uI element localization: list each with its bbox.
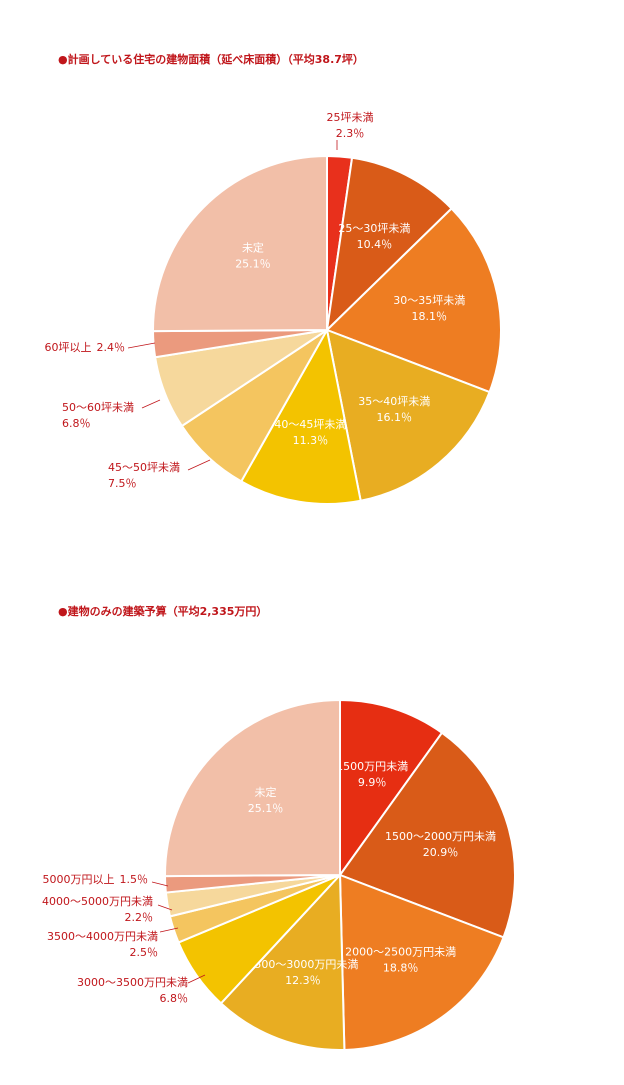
value-label: 11.3％ [293, 434, 329, 447]
value-label: 6.8％ [160, 992, 189, 1005]
category-label: 1500万円未満 [336, 760, 408, 773]
category-label: 3000〜3500万円未満 [77, 976, 188, 989]
category-label: 1500〜2000万円未満 [385, 830, 496, 843]
category-label: 45〜50坪未満 [108, 461, 180, 474]
value-label: 10.4％ [357, 238, 393, 251]
leader-line [159, 927, 179, 933]
leader-line [187, 974, 206, 984]
pie-slice [325, 328, 491, 502]
category-label: 2500〜3000万円未満 [247, 958, 358, 971]
category-label: 25〜30坪未満 [338, 222, 410, 235]
chart-title: ●計画している住宅の建物面積（延べ床面積）（平均38.7坪） [58, 52, 364, 66]
value-label: 2.2％ [125, 911, 154, 924]
value-label: 2.3％ [336, 127, 365, 140]
value-label: 6.8％ [62, 417, 91, 430]
leader-line [151, 881, 169, 887]
pie-slice [338, 731, 516, 939]
value-label: 2.5％ [130, 946, 159, 959]
value-label: 7.5％ [108, 477, 137, 490]
category-label: 60坪以上 [45, 341, 92, 354]
pie-slice [164, 698, 341, 878]
value-label: 16.1％ [377, 411, 413, 424]
category-label: 50〜60坪未満 [62, 401, 134, 414]
slice-label: 60坪以上 2.4％ [45, 341, 126, 354]
chart-title: ●建物のみの建築予算（平均2,335万円） [58, 604, 267, 618]
value-label: 25.1％ [248, 802, 284, 815]
pie-slice [239, 327, 362, 505]
value-label: 2.4％ [97, 341, 126, 354]
pie-slice [325, 156, 453, 333]
value-label: 18.1％ [411, 310, 447, 323]
value-label: 1.5％ [120, 873, 149, 886]
category-label: 30〜35坪未満 [393, 294, 465, 307]
category-label: 2000〜2500万円未満 [345, 946, 456, 959]
pie-slice [219, 872, 346, 1051]
slice-label: 5000万円以上 1.5％ [43, 873, 149, 886]
category-label: 未定 [242, 240, 264, 254]
pie-slice [152, 154, 328, 333]
value-label: 20.9％ [423, 846, 459, 859]
value-label: 25.1％ [235, 257, 271, 270]
category-label: 35〜40坪未満 [358, 395, 430, 408]
category-label: 25坪未満 [327, 111, 374, 124]
value-label: 18.8％ [383, 962, 419, 975]
leader-line [157, 904, 173, 911]
leader-line [127, 342, 156, 349]
category-label: 4000〜5000万円未満 [42, 895, 153, 908]
leader-line [187, 459, 211, 471]
category-label: 40〜45坪未満 [274, 418, 346, 431]
pie-slice [338, 873, 505, 1051]
pie-slice [339, 698, 444, 879]
category-label: 5000万円以上 [43, 873, 115, 886]
leader-line [141, 399, 161, 409]
value-label: 9.9％ [358, 776, 387, 789]
value-label: 12.3％ [285, 974, 321, 987]
category-label: 3500〜4000万円未満 [47, 930, 158, 943]
category-label: 未定 [255, 785, 277, 799]
